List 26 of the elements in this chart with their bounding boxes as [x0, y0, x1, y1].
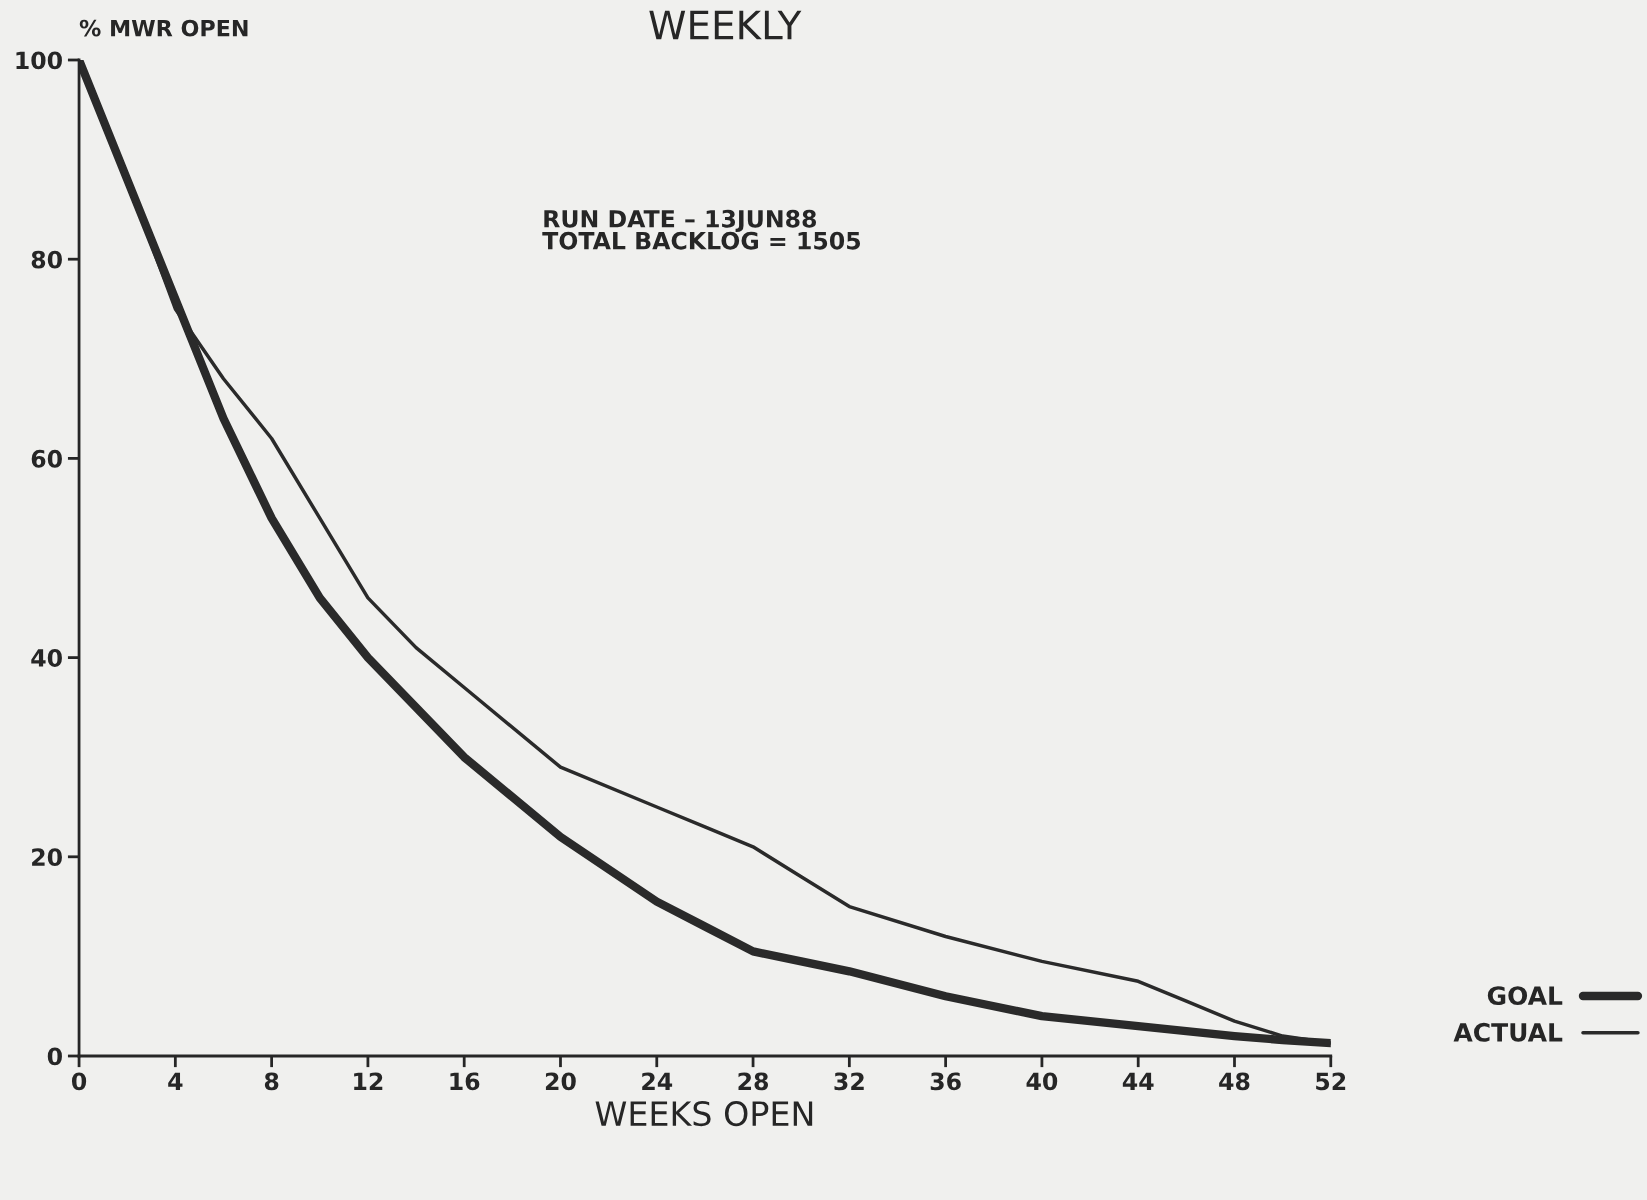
- x-tick-label: 20: [545, 1072, 576, 1091]
- x-axis-title: WEEKS OPEN: [595, 1100, 813, 1127]
- y-tick-label: 0: [47, 1047, 62, 1066]
- x-tick-label: 8: [264, 1072, 279, 1091]
- x-tick-label: 48: [1219, 1072, 1250, 1091]
- x-tick-label: 24: [642, 1072, 673, 1090]
- y-tick-label: 60: [31, 449, 62, 468]
- x-tick-label: 0: [71, 1072, 87, 1091]
- y-axis-title: % MWR OPEN: [79, 19, 248, 37]
- x-tick-label: 32: [834, 1072, 864, 1091]
- x-tick-label: 16: [450, 1072, 480, 1091]
- x-tick-label: 28: [738, 1072, 769, 1091]
- x-tick-label: 4: [168, 1072, 183, 1090]
- x-tick-label: 12: [354, 1072, 383, 1090]
- y-tick-label: 80: [31, 250, 62, 269]
- y-tick-label: 40: [31, 649, 62, 667]
- legend-label: ACTUAL: [1453, 1022, 1563, 1042]
- x-tick-label: 44: [1122, 1072, 1154, 1090]
- legend-label: GOAL: [1487, 986, 1563, 1006]
- y-tick-label: 20: [32, 848, 62, 867]
- x-tick-label: 52: [1316, 1072, 1346, 1091]
- y-tick-label: 100: [16, 51, 62, 70]
- annotation: RUN DATE – 13JUN88 TOTAL BACKLOG = 1505: [542, 209, 861, 250]
- x-tick-label: 40: [1026, 1072, 1058, 1091]
- chart-title: WEEKLY: [649, 10, 802, 40]
- x-tick-label: 36: [930, 1072, 961, 1091]
